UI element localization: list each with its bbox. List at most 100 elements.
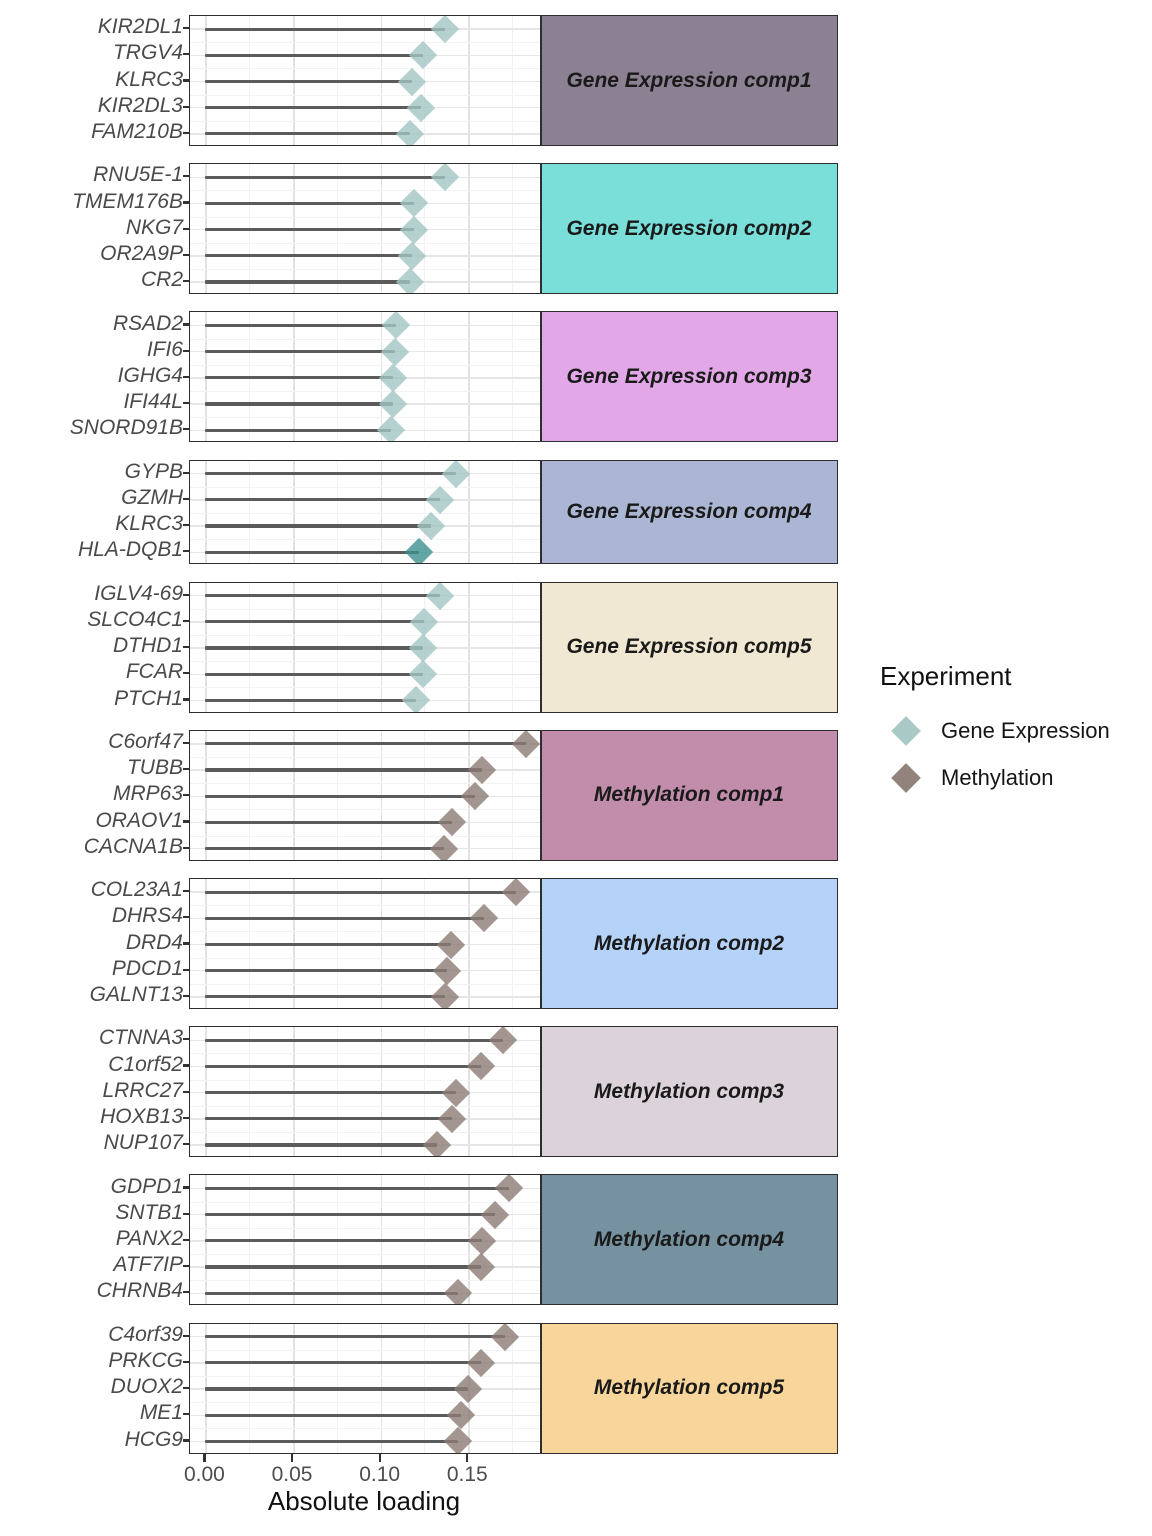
stem [205,1361,481,1365]
gene-label: DUOX2 [110,1375,183,1399]
gene-label: FCAR [125,660,183,684]
strip-label: Gene Expression comp2 [566,216,812,240]
y-axis-tick [182,672,189,675]
x-axis-tick [203,1453,206,1462]
gene-label: KLRC3 [115,512,183,536]
gene-label: KIR2DL3 [97,93,183,117]
diamond-marker [447,1401,476,1430]
diamond-marker [494,1175,523,1203]
gene-label: TRGV4 [112,41,183,65]
gene-label: CTNNA3 [98,1026,183,1050]
facet-strip: Methylation comp5 [540,1322,838,1454]
y-axis-tick [182,497,189,500]
stem [205,1117,453,1121]
stem [205,323,397,328]
gene-label: ME1 [139,1401,183,1425]
gene-label: IFI6 [146,337,183,361]
major-gridline [293,460,295,564]
x-tick-label: 0.00 [183,1462,225,1486]
gene-label: GYPB [124,459,183,483]
major-gridline [205,460,207,564]
minor-gridline [190,957,540,959]
diamond-marker [436,930,465,959]
stem [205,620,425,624]
facet-panel [189,581,541,713]
stem [205,794,476,798]
diamond-marker [490,1323,520,1351]
minor-gridline [190,1402,540,1404]
minor-gridline [190,94,540,96]
minor-gridline [190,783,540,785]
diamond-marker [429,834,458,860]
stem [205,1064,481,1069]
legend-title: Experiment [880,661,1012,691]
diamond-marker [396,119,425,145]
minor-gridline [190,1227,540,1229]
y-axis-tick [182,1439,189,1442]
diamond-marker [433,956,462,985]
y-axis-tick [182,524,189,527]
stem [205,1091,456,1095]
major-gridline [380,460,383,564]
stem [205,768,483,772]
legend-label-methylation: Methylation [941,765,1054,790]
minor-gridline [190,1253,540,1255]
minor-gridline [190,687,540,689]
diamond-marker [401,686,430,712]
y-axis-tick [182,698,189,701]
diamond-marker [408,633,437,663]
minor-gridline [190,661,540,663]
y-axis-tick [182,1212,189,1215]
stem [205,916,484,920]
minor-gridline [190,1053,540,1055]
stem [205,280,411,284]
minor-gridline [190,608,540,610]
gene-label: SNORD91B [69,416,183,440]
diamond-marker [378,389,408,419]
stem [205,969,448,973]
stem [205,672,423,676]
diamond-marker [431,982,460,1008]
gene-label: DHRS4 [111,904,183,928]
methylation-diamond-icon [891,763,921,793]
stem [205,1265,481,1269]
stem [205,550,420,554]
facet-strip: Methylation comp1 [540,729,838,861]
gene-expression-diamond-icon [891,716,921,746]
minor-gridline [190,1428,540,1430]
minor-gridline [512,1323,514,1453]
diamond-marker [466,1348,495,1378]
gene-label: RNU5E-1 [93,163,183,187]
stem [205,942,451,947]
y-axis-tick [182,375,189,378]
x-tick-label: 0.15 [446,1462,488,1486]
stem [205,1239,483,1243]
facet-strip: Gene Expression comp3 [540,311,838,443]
minor-gridline [190,268,540,270]
y-axis-tick [182,942,189,945]
minor-gridline [190,1201,540,1203]
facet-panel [189,1322,541,1454]
minor-gridline [190,242,540,244]
diamond-marker [426,485,455,515]
stem [205,1387,469,1391]
y-axis-tick [182,1413,189,1416]
stem [205,742,527,746]
y-axis-tick [182,175,189,178]
y-axis-tick [182,1238,189,1241]
diamond-marker [466,1252,495,1282]
gene-label: PANX2 [115,1226,183,1250]
legend-label-gene-expression: Gene Expression [941,718,1110,743]
minor-gridline [190,364,540,366]
minor-gridline [512,879,514,1008]
stem [205,1038,504,1042]
facet-strip: Gene Expression comp1 [540,15,838,146]
strip-label: Gene Expression comp5 [566,635,812,659]
gene-label: KLRC3 [115,67,183,91]
stem [205,201,414,206]
y-axis-tick [182,1387,189,1390]
gene-label: HCG9 [124,1427,183,1451]
diamond-marker [441,1078,471,1107]
strip-label: Gene Expression comp1 [566,68,812,92]
